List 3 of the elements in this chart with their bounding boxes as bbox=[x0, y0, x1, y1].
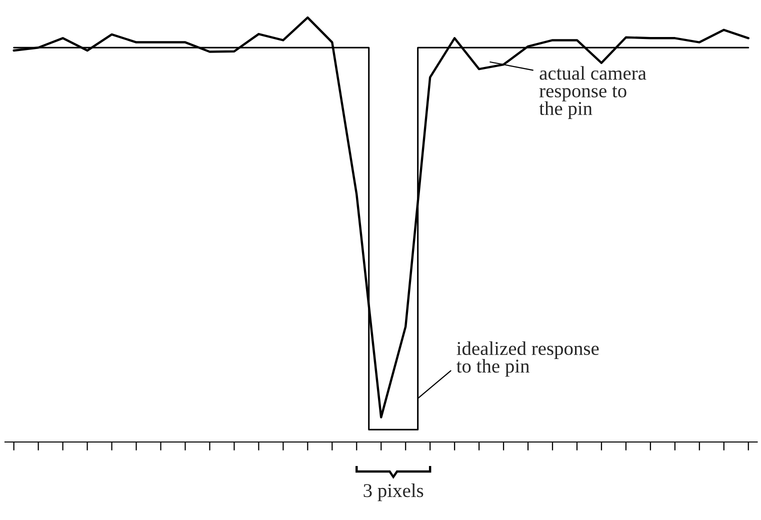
annotation: actual camera response to the pin bbox=[539, 66, 646, 120]
annotation: idealized response to the pin bbox=[456, 341, 599, 377]
text: 3 pixels bbox=[364, 483, 424, 502]
